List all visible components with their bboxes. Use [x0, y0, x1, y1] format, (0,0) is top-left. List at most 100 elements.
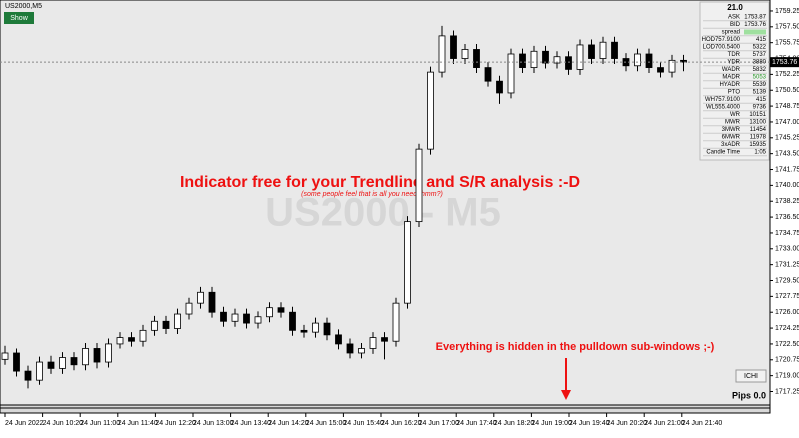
panel-row-value: 5053 — [753, 75, 767, 81]
x-tick-label: 24 Jun 13:00 — [193, 420, 234, 427]
candle-body — [358, 348, 365, 354]
candle-body — [392, 302, 400, 342]
show-button-label[interactable]: Show — [10, 15, 28, 22]
candle-body — [116, 337, 124, 345]
panel-row-label: WADR — [722, 67, 741, 73]
x-tick-label: 24 Jun 16:20 — [381, 420, 422, 427]
watermark: US2000 - M5 — [265, 191, 501, 235]
candle-body — [530, 50, 538, 68]
panel-row-label: MWR — [725, 120, 741, 126]
candle-body — [381, 337, 388, 342]
x-tick-label: 24 Jun 12:20 — [155, 420, 196, 427]
x-tick-label: 24 Jun 13:40 — [231, 420, 272, 427]
panel-row-value: 1753.76 — [744, 22, 766, 28]
y-tick-label: 1727.75 — [775, 293, 799, 300]
candle-body — [404, 221, 411, 304]
panel-row-value: 415 — [756, 37, 767, 43]
last-price-tag — [770, 57, 799, 68]
panel-row-label: WH757.9100 — [705, 97, 741, 103]
candle-body — [645, 53, 653, 68]
panel-row-label: 3xADR — [721, 142, 741, 148]
y-tick-label: 1736.50 — [775, 214, 799, 221]
candle-body — [82, 348, 89, 366]
panel-row-value: 9736 — [753, 105, 767, 111]
y-tick-label: 1726.00 — [775, 309, 799, 316]
candle-body — [542, 50, 549, 64]
panel-row-label: 6MWR — [722, 135, 741, 141]
candle-body — [151, 320, 158, 331]
panel-row-label: TDR — [728, 52, 741, 58]
y-tick-label: 1741.75 — [775, 166, 799, 173]
candle-body — [576, 44, 584, 70]
panel-row-value: 5322 — [753, 45, 767, 51]
y-tick-label: 1748.75 — [775, 103, 799, 110]
x-tick-label: 24 Jun 17:00 — [419, 420, 460, 427]
panel-row-value: 13100 — [749, 120, 766, 126]
candle-body — [634, 53, 641, 67]
candle-body — [553, 56, 561, 64]
panel-row-value: 1:05 — [754, 150, 766, 156]
candle-body — [657, 67, 664, 73]
note: Everything is hidden in the pulldown sub… — [436, 341, 715, 353]
candle-body — [139, 329, 147, 342]
x-tick-label: 24 Jun 15:40 — [343, 420, 384, 427]
x-tick-label: 24 Jun 21:40 — [682, 420, 723, 427]
y-tick-label: 1733.00 — [775, 246, 799, 253]
candle-body — [484, 67, 492, 82]
symbol-label: US2000,M5 — [5, 3, 42, 10]
candle-body — [185, 302, 193, 315]
candle-body — [680, 59, 687, 63]
candle-body — [254, 316, 262, 324]
candle-body — [565, 56, 572, 70]
candle-body — [335, 334, 342, 345]
panel-row-value: 11978 — [750, 135, 767, 141]
y-tick-label: 1745.25 — [775, 135, 799, 142]
panel-row-label: PTO — [728, 90, 741, 96]
x-tick-label: 24 Jun 14:20 — [268, 420, 309, 427]
y-tick-label: 1722.50 — [775, 341, 799, 348]
candle-body — [519, 53, 526, 68]
y-tick-label: 1743.50 — [775, 151, 799, 158]
candle-body — [369, 337, 377, 349]
candle-body — [289, 311, 296, 331]
candle-body — [174, 313, 181, 329]
ichi-button-label[interactable]: ICHI — [744, 373, 758, 380]
x-tick-label: 24 Jun 11:40 — [118, 420, 158, 427]
panel-row-value: 15935 — [749, 142, 766, 148]
panel-row-label: LOD700.5400 — [703, 45, 741, 51]
ichi-button[interactable] — [735, 369, 767, 383]
candle-body — [300, 329, 308, 333]
arrow-head — [561, 390, 571, 400]
show-button[interactable] — [4, 12, 34, 24]
candle-body — [36, 361, 43, 381]
x-tick-label: 24 Jun 10:20 — [43, 420, 84, 427]
candle-body — [197, 291, 204, 304]
candle-body — [162, 320, 170, 329]
panel-row-label: ASK — [728, 15, 740, 21]
candle-body — [70, 357, 78, 366]
candle-body — [24, 370, 32, 381]
panel-row-value: 3880 — [753, 60, 767, 66]
y-tick-label: 1720.75 — [775, 357, 799, 364]
candle-body — [312, 322, 319, 333]
candle-body — [105, 343, 112, 363]
x-tick-label: 24 Jun 15:00 — [306, 420, 347, 427]
last-price-label: 1753.76 — [772, 59, 797, 66]
sub-windows — [0, 404, 771, 414]
panel-row-value: 11454 — [750, 127, 767, 133]
x-tick-label: 24 Jun 19:00 — [531, 420, 572, 427]
y-tick-label: 1755.75 — [775, 40, 799, 47]
candle-body — [599, 41, 607, 59]
panel-row-label: 3MWR — [722, 127, 741, 133]
candle-body — [668, 59, 676, 73]
candle-body — [611, 41, 618, 59]
x-tick-label: 24 Jun 21:00 — [644, 420, 685, 427]
y-tick-label: 1757.50 — [775, 24, 799, 31]
panel-row-value: 5139 — [753, 90, 767, 96]
y-tick-label: 1738.25 — [775, 198, 799, 205]
spread-bar — [744, 29, 766, 35]
candle-body — [277, 307, 285, 313]
candle-body — [231, 313, 239, 322]
x-tick-label: 24 Jun 18:20 — [494, 420, 535, 427]
